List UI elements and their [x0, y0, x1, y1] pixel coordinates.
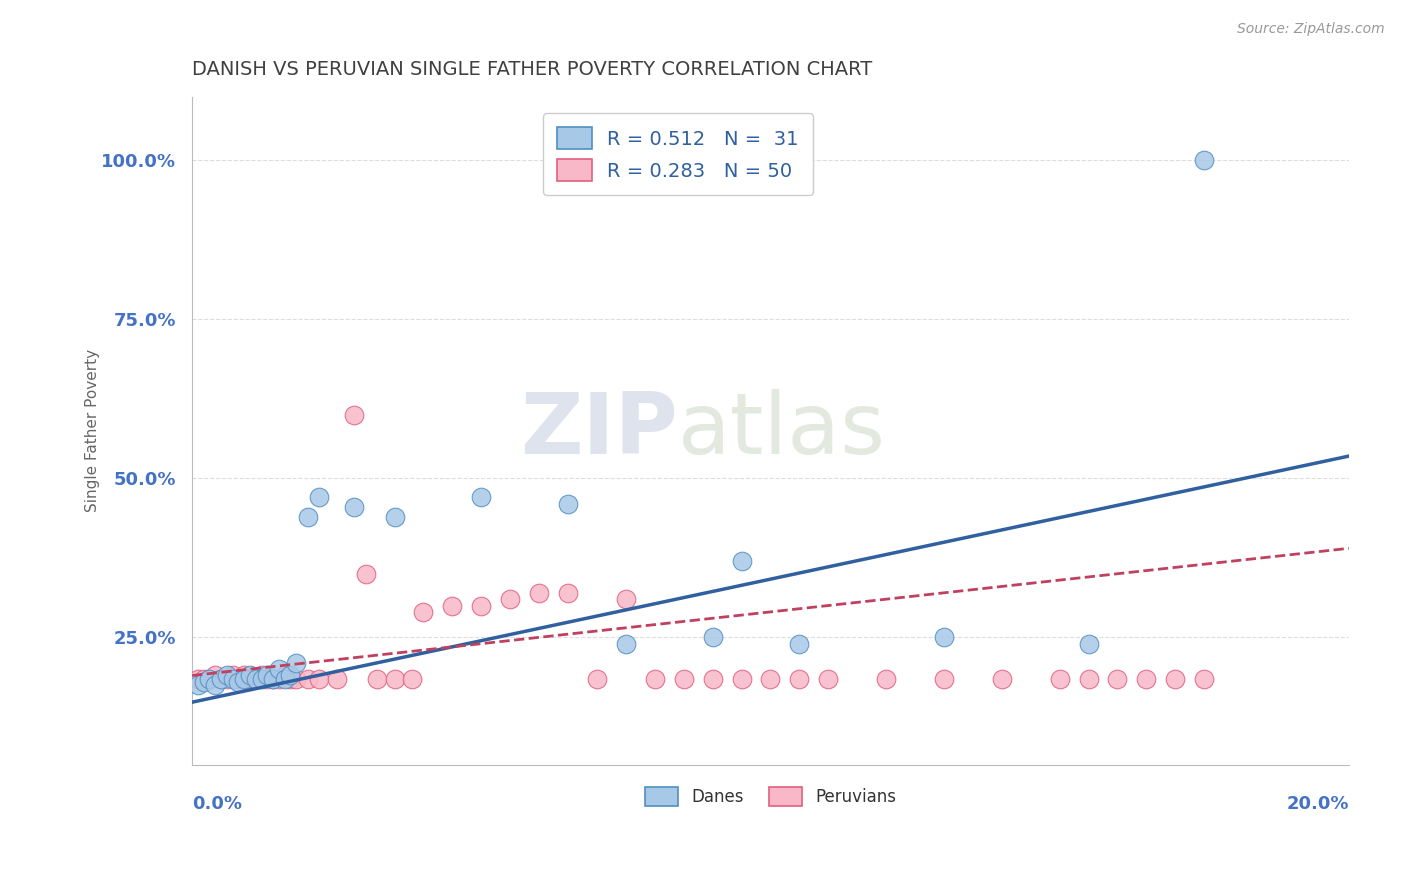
- Point: [1107, 672, 1129, 686]
- Point: [267, 662, 290, 676]
- Point: [441, 599, 464, 613]
- Point: [470, 491, 492, 505]
- Point: [1135, 672, 1157, 686]
- Point: [204, 678, 226, 692]
- Point: [470, 599, 492, 613]
- Point: [297, 509, 319, 524]
- Point: [730, 554, 752, 568]
- Point: [221, 672, 243, 686]
- Point: [702, 630, 724, 644]
- Point: [285, 656, 308, 670]
- Point: [273, 668, 295, 682]
- Point: [325, 672, 347, 686]
- Point: [1192, 153, 1215, 168]
- Point: [215, 668, 238, 682]
- Point: [1049, 672, 1071, 686]
- Point: [273, 672, 295, 686]
- Text: atlas: atlas: [678, 389, 886, 472]
- Point: [759, 672, 782, 686]
- Text: 20.0%: 20.0%: [1286, 795, 1348, 814]
- Point: [204, 668, 226, 682]
- Point: [789, 672, 811, 686]
- Point: [245, 672, 267, 686]
- Point: [614, 637, 637, 651]
- Point: [1192, 672, 1215, 686]
- Point: [193, 672, 215, 686]
- Point: [187, 678, 209, 692]
- Point: [250, 668, 273, 682]
- Point: [256, 668, 278, 682]
- Point: [499, 592, 522, 607]
- Point: [343, 408, 366, 422]
- Point: [401, 672, 423, 686]
- Point: [557, 586, 579, 600]
- Point: [228, 674, 250, 689]
- Point: [239, 668, 262, 682]
- Text: Source: ZipAtlas.com: Source: ZipAtlas.com: [1237, 22, 1385, 37]
- Point: [384, 509, 406, 524]
- Point: [730, 672, 752, 686]
- Point: [262, 672, 284, 686]
- Point: [932, 672, 955, 686]
- Point: [308, 672, 330, 686]
- Point: [817, 672, 839, 686]
- Point: [932, 630, 955, 644]
- Point: [789, 637, 811, 651]
- Point: [198, 672, 221, 686]
- Point: [297, 672, 319, 686]
- Point: [875, 672, 897, 686]
- Text: DANISH VS PERUVIAN SINGLE FATHER POVERTY CORRELATION CHART: DANISH VS PERUVIAN SINGLE FATHER POVERTY…: [193, 60, 872, 78]
- Point: [285, 672, 308, 686]
- Point: [384, 672, 406, 686]
- Point: [209, 672, 232, 686]
- Point: [193, 674, 215, 689]
- Point: [702, 672, 724, 686]
- Point: [1077, 672, 1099, 686]
- Point: [280, 672, 302, 686]
- Point: [308, 491, 330, 505]
- Point: [586, 672, 609, 686]
- Point: [239, 672, 262, 686]
- Point: [280, 668, 302, 682]
- Point: [644, 672, 666, 686]
- Point: [366, 672, 388, 686]
- Point: [1164, 672, 1187, 686]
- Point: [209, 672, 232, 686]
- Point: [557, 497, 579, 511]
- Point: [614, 592, 637, 607]
- Point: [221, 668, 243, 682]
- Point: [672, 672, 695, 686]
- Point: [215, 672, 238, 686]
- Point: [1077, 637, 1099, 651]
- Point: [198, 672, 221, 686]
- Text: ZIP: ZIP: [520, 389, 678, 472]
- Point: [256, 672, 278, 686]
- Point: [354, 566, 377, 581]
- Point: [245, 672, 267, 686]
- Point: [527, 586, 550, 600]
- Point: [412, 605, 434, 619]
- Point: [250, 672, 273, 686]
- Point: [233, 668, 256, 682]
- Legend: Danes, Peruvians: Danes, Peruvians: [638, 780, 903, 813]
- Y-axis label: Single Father Poverty: Single Father Poverty: [86, 349, 100, 512]
- Point: [233, 672, 256, 686]
- Point: [262, 672, 284, 686]
- Point: [228, 672, 250, 686]
- Point: [343, 500, 366, 514]
- Point: [267, 672, 290, 686]
- Point: [991, 672, 1014, 686]
- Point: [187, 672, 209, 686]
- Text: 0.0%: 0.0%: [193, 795, 242, 814]
